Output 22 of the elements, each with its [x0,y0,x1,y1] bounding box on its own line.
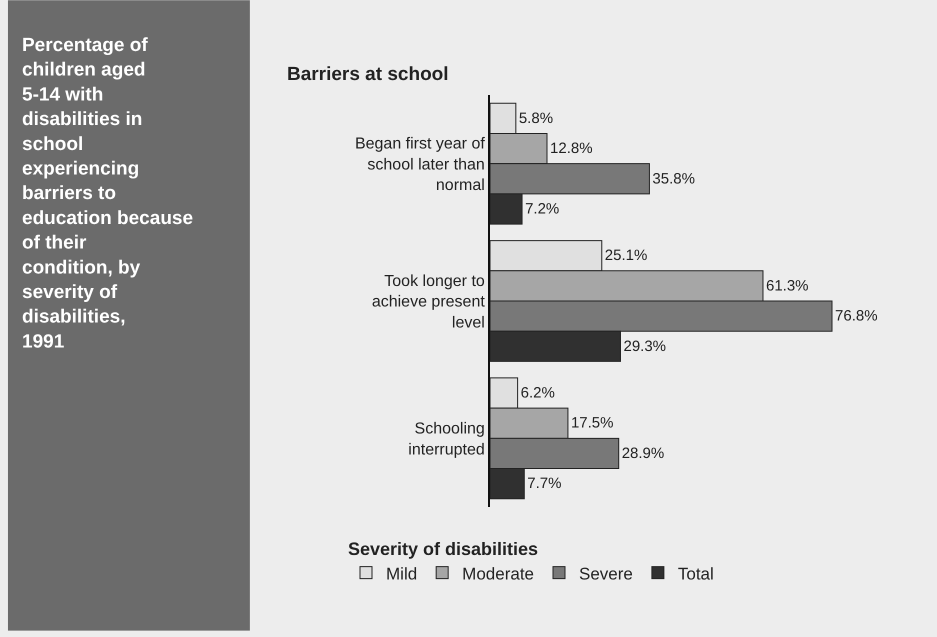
legend-label: Total [678,564,714,584]
legend-title: Severity of disabilities [348,539,538,560]
data-label: 28.9% [622,444,664,462]
data-label: 61.3% [766,277,809,294]
data-label: 6.2% [520,384,555,402]
data-label: 17.5% [570,414,614,432]
data-label: 7.7% [527,475,562,492]
chart-title: Percentage of children aged 5-14 with disabilities in school experiencing barriers to education because of their condition, by severity of disabilities, 1991 [22,35,194,352]
data-label: 35.8% [652,170,695,188]
data-label: 76.8% [835,308,878,325]
y-tick-label: Took longer to achieve present level [372,272,486,332]
data-label: 5.8% [518,110,554,127]
legend-label: Severe [579,564,633,584]
data-label: 25.1% [604,247,648,264]
data-label: 12.8% [550,140,593,158]
legend-label: Mild [386,564,418,584]
legend-label: Moderate [462,564,534,584]
y-tick-label: Began first year of school later than normal [354,135,486,194]
data-label: 29.3% [623,338,666,355]
y-tick-label: Schooling interrupted [408,420,485,458]
chart-subtitle: Barriers at school [287,64,449,85]
data-label: 7.2% [525,200,560,218]
